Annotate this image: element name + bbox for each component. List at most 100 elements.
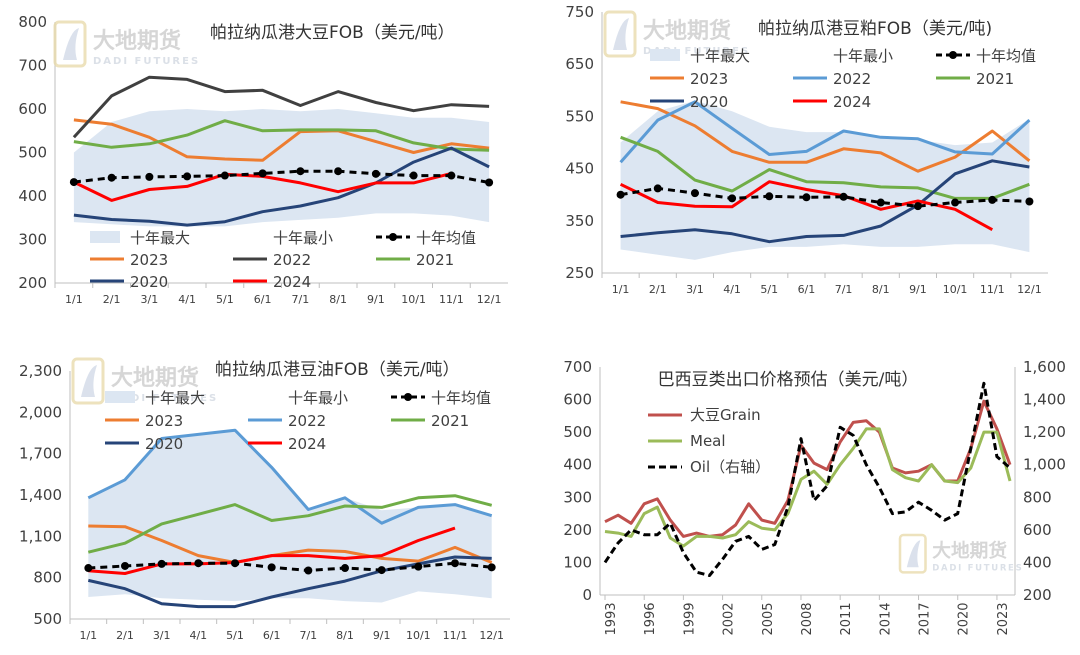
legend-label: 2020 [130,273,168,291]
chart-svg: 500 800 1,100 1,400 1,700 2,000 2,300 1/1 2/1 3/1… [19,357,510,642]
x-tick-label: 10/1 [943,283,968,296]
x-tick-label: 2023 [996,602,1011,635]
watermark-name: 大地期货 [643,18,731,44]
average-line [88,561,492,573]
chart-svg: 250 350 450 550 650 750 1/1 2/1 3/1 4/1 5/1 6/1 7/1 8… [565,3,1048,296]
legend-label: 十年最大 [130,229,190,247]
legend-label: 2021 [431,412,469,430]
watermark-logo: 大地期货 DADI FUTURES [603,10,748,58]
average-point [220,171,229,180]
average-point [304,566,313,575]
x-tick-label: 2/1 [103,293,121,306]
y-tick-label: 800 [18,13,47,31]
x-tick-label: 3/1 [141,293,159,306]
y-tick-label: 200 [18,274,47,292]
x-tick-label: 6/1 [263,629,281,642]
x-tick-label: 12/1 [1017,283,1042,296]
series-line-2023 [73,118,490,162]
y-tick-label: 200 [563,521,592,539]
average-point [616,190,625,199]
legend-label: 2020 [145,435,183,453]
chart-title: 帕拉纳瓜港豆油FOB（美元/吨） [215,360,460,380]
legend-swatch-avg-dot [404,393,412,401]
y2-tick-label: 1,400 [1023,391,1066,409]
y-tick-label: 1,700 [19,445,62,463]
legend-swatch-band [90,231,120,243]
y2-tick-label: 1,000 [1023,456,1066,474]
x-tick-label: 10/1 [401,293,426,306]
average-point [839,192,848,201]
average-point [409,171,418,180]
x-tick-label: 1/1 [79,629,97,642]
average-point [485,178,494,187]
average-point [296,167,305,176]
watermark-logo: 大地期货 DADI FUTURES [898,533,1023,574]
x-tick-label: 5/1 [760,283,778,296]
y-tick-label: 250 [565,264,594,282]
x-tick-label: 2/1 [116,629,134,642]
legend-label: 2024 [833,93,871,111]
watermark-emblem-leaf [906,540,921,568]
watermark-name: 大地期货 [932,540,1007,562]
series-line-2023 [88,524,493,564]
average-point [145,172,154,181]
y-tick-label: 350 [565,212,594,230]
legend-label: 十年最小 [273,229,333,247]
legend-label: 大豆Grain [690,406,761,424]
average-point [876,198,885,207]
y-tick-label: 1,100 [19,527,62,545]
x-tick-label: 10/1 [406,629,431,642]
x-tick-label: 3/1 [686,283,704,296]
y-tick-label: 600 [18,100,47,118]
average-point [371,169,380,178]
series-line-2021 [87,494,493,554]
average-point [157,559,166,568]
y2-tick-label: 200 [1023,586,1052,604]
y-tick-label: 550 [565,107,594,125]
legend-label: 2021 [976,70,1014,88]
series-line-大豆Grain [604,399,1012,538]
y-tick-label: 450 [565,160,594,178]
x-tick-label: 5/1 [216,293,234,306]
y2-tick-label: 1,600 [1023,358,1066,376]
legend-label: Oil（右轴） [690,458,770,476]
ten-year-range-band [620,100,1030,260]
watermark-emblem-leaf [81,365,97,397]
watermark-logo: 大地期货 DADI FUTURES [53,20,200,68]
y-tick-label: 400 [563,456,592,474]
watermark-emblem [53,20,87,68]
watermark-emblem [603,10,637,58]
average-point [414,562,423,571]
y-tick-label: 0 [582,586,592,604]
watermark-emblem [898,533,927,574]
average-point [194,559,203,568]
watermark-emblem-leaf [613,18,629,50]
chart-svg: 0 100 200 300 400 500 600 700 200 400 600 800 1,000 1… [563,358,1066,636]
x-tick-label: 11/1 [439,293,464,306]
x-tick-label: 7/1 [835,283,853,296]
legend-label: 2022 [833,70,871,88]
y-tick-label: 500 [18,144,47,162]
watermark-emblem-leaf [63,28,79,60]
chart-title: 巴西豆类出口价格预估（美元/吨） [658,370,919,390]
y-tick-label: 2,300 [19,362,62,380]
x-tick-label: 4/1 [189,629,207,642]
watermark-sub: DADI FUTURES [932,564,1023,574]
series-line-2024 [619,180,994,232]
watermark-sub: DADI FUTURES [93,56,200,67]
x-tick-label: 9/1 [909,283,927,296]
x-tick-label: 5/1 [226,629,244,642]
legend-swatch-avg-dot [389,233,397,241]
legend-label: 2020 [690,93,728,111]
y-tick-label: 650 [565,55,594,73]
average-point [341,564,349,573]
average-point [267,563,276,572]
x-tick-label: 4/1 [178,293,196,306]
x-tick-label: 2011 [839,602,854,635]
y-tick-label: 700 [18,57,47,75]
y2-tick-label: 600 [1023,521,1052,539]
average-point [121,561,129,570]
chart-soybean-fob: 200 300 400 500 600 700 800 1/1 2/1 3/1 4/1 5/1 6/1 7… [0,0,520,320]
y-tick-label: 800 [33,569,62,587]
average-point [1025,197,1034,206]
